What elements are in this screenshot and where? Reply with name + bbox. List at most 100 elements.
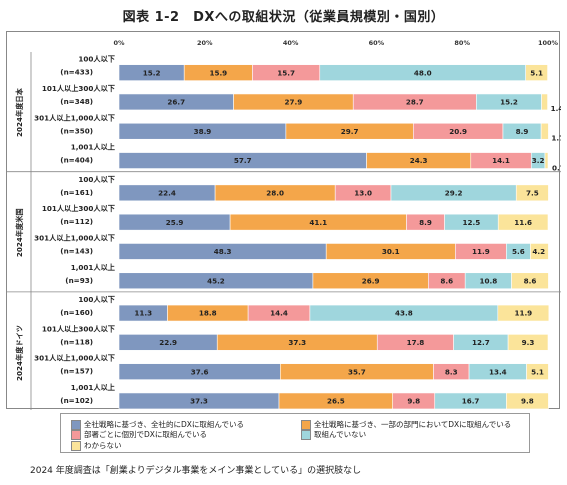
data-label: 27.9: [285, 98, 303, 107]
data-label: 18.8: [199, 309, 217, 318]
bar-segment: [544, 152, 549, 169]
data-label: 22.9: [159, 338, 177, 347]
x-tick-label: 80%: [454, 39, 470, 47]
legend: 全社戦略に基づき、全社的にDXに取組んでいる 全社戦略に基づき、一部の部門において…: [60, 413, 530, 453]
chart-title: 図表 1-2 DXへの取組状況（従業員規模別・国別）: [122, 10, 445, 25]
stacked-bar-chart: 0% 20% 40% 60% 80% 100% 100人以下 (n=433) 15.2 15.9 1…: [7, 39, 561, 410]
row-n-label: (n=404): [60, 156, 93, 165]
data-label: 7.5: [526, 188, 539, 197]
legend-label: 全社戦略に基づき、全社的にDXに取組んでいる: [84, 420, 245, 429]
legend-item: 全社戦略に基づき、一部の部門においてDXに取組んでいる: [301, 419, 511, 430]
group-label: 2024年度ドイツ: [15, 325, 24, 381]
row-label: 1,001人以上: [71, 263, 115, 272]
data-label: 29.7: [341, 127, 359, 136]
legend-swatch: [301, 429, 311, 440]
legend-label: わからない: [84, 441, 122, 450]
data-label: 11.9: [514, 309, 532, 318]
data-label: 15.2: [500, 98, 518, 107]
bar-segment: [506, 392, 549, 410]
legend-item: 取組んでいない: [301, 429, 366, 440]
data-label: 1.7: [551, 133, 561, 142]
data-label: 5.6: [512, 247, 525, 256]
legend-label: 取組んでいない: [314, 430, 367, 439]
x-tick-label: 40%: [283, 39, 299, 47]
data-label: 35.7: [348, 367, 366, 376]
row-label: 101人以上300人以下: [42, 324, 115, 333]
data-label: 9.3: [522, 338, 535, 347]
row-label: 100人以下: [78, 175, 115, 184]
row-n-label: (n=102): [60, 396, 93, 405]
row-n-label: (n=348): [60, 97, 93, 106]
data-label: 9.8: [521, 397, 534, 406]
data-label: 26.9: [362, 276, 380, 285]
legend-item: 全社戦略に基づき、全社的にDXに取組んでいる: [71, 419, 244, 430]
data-label: 8.9: [516, 127, 529, 136]
group-label: 2024年度米国: [15, 208, 24, 257]
row-n-label: (n=160): [60, 308, 93, 317]
row-n-label: (n=93): [65, 276, 93, 285]
bar-segment: [515, 184, 549, 202]
data-label: 10.8: [480, 276, 498, 285]
row-label: 301人以上1,000人以下: [34, 354, 115, 363]
data-label: 30.1: [382, 247, 400, 256]
data-label: 5.1: [531, 367, 544, 376]
data-label: 38.9: [194, 127, 212, 136]
data-label: 29.2: [445, 188, 463, 197]
data-label: 15.9: [209, 68, 227, 77]
data-label: 17.8: [407, 338, 425, 347]
legend-swatch: [71, 419, 81, 430]
chart-frame: 0% 20% 40% 60% 80% 100% 100人以下 (n=433) 15.2 15.9 1…: [6, 31, 561, 410]
data-label: 57.7: [234, 156, 252, 165]
row-label: 1,001人以上: [71, 143, 115, 152]
footnote: 2024 年度調査は「創業よりデジタル事業をメイン事業としている」の選択肢なし: [30, 466, 362, 476]
data-label: 28.0: [266, 188, 284, 197]
bar-segment: [507, 334, 549, 351]
legend-swatch: [71, 440, 81, 451]
row-label: 301人以上1,000人以下: [34, 233, 115, 242]
data-label: 13.4: [489, 367, 507, 376]
row-label: 101人以上300人以下: [42, 204, 115, 213]
bar-segment: [540, 122, 549, 140]
x-tick-label: 100%: [538, 39, 559, 47]
data-label: 0.7: [552, 164, 561, 173]
data-label: 37.6: [191, 367, 209, 376]
bar-segment: [497, 304, 550, 322]
bar-segment: [525, 64, 548, 81]
data-label: 37.3: [190, 397, 208, 406]
legend-label: 全社戦略に基づき、一部の部門においてDXに取組んでいる: [314, 420, 512, 429]
bar-segment: [526, 363, 549, 380]
bar-segment: [511, 272, 549, 290]
legend-item: 部署ごとに個別でDXに取組んでいる: [71, 429, 207, 440]
data-label: 14.1: [492, 156, 510, 165]
data-label: 26.7: [167, 98, 185, 107]
x-tick-label: 60%: [369, 39, 385, 47]
data-label: 45.2: [207, 276, 225, 285]
row-n-label: (n=157): [60, 367, 93, 376]
data-label: 43.8: [395, 309, 413, 318]
data-label: 11.6: [514, 218, 532, 227]
bar-segment: [541, 93, 548, 111]
row-n-label: (n=112): [60, 217, 93, 226]
row-n-label: (n=143): [60, 246, 93, 255]
data-label: 9.8: [407, 397, 420, 406]
data-label: 48.3: [214, 247, 232, 256]
data-label: 28.7: [406, 98, 424, 107]
data-label: 37.3: [288, 338, 306, 347]
data-label: 25.9: [166, 218, 184, 227]
data-label: 3.2: [532, 156, 545, 165]
data-label: 8.9: [419, 218, 432, 227]
data-label: 22.4: [158, 188, 176, 197]
data-label: 15.7: [277, 68, 295, 77]
legend-item: わからない: [71, 440, 122, 451]
bar-segment: [530, 243, 549, 260]
data-label: 24.3: [410, 156, 428, 165]
data-label: 11.9: [472, 247, 490, 256]
legend-label: 部署ごとに個別でDXに取組んでいる: [84, 430, 208, 439]
x-tick-label: 20%: [197, 39, 213, 47]
data-label: 12.7: [472, 338, 490, 347]
row-n-label: (n=118): [60, 337, 93, 346]
data-label: 48.0: [414, 68, 432, 77]
data-label: 41.1: [309, 218, 327, 227]
data-label: 11.3: [134, 309, 152, 318]
data-label: 4.2: [532, 247, 545, 256]
